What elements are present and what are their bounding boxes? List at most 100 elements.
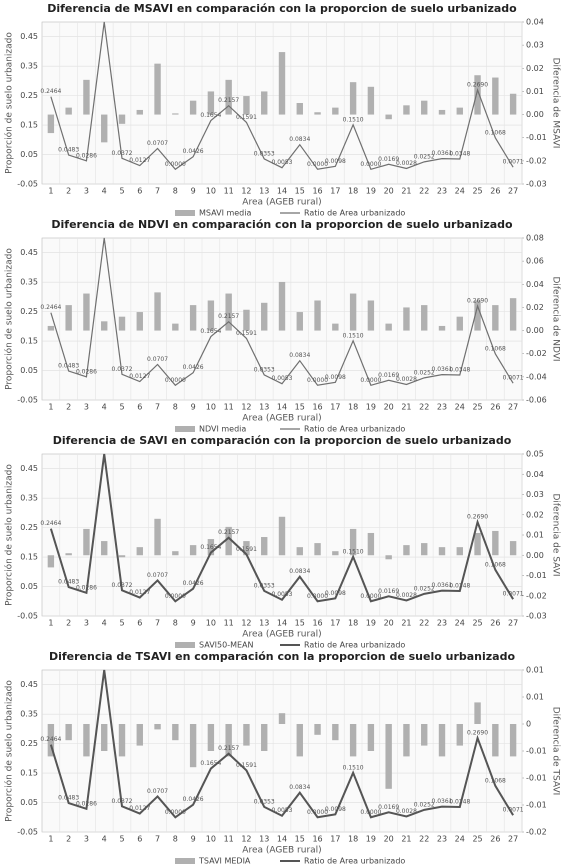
y2-axis-title: Diferencia de SAVI [551, 493, 561, 576]
x-tick-label: 24 [455, 403, 465, 412]
x-tick-label: 3 [84, 403, 89, 412]
x-tick-label: 18 [348, 619, 358, 628]
x-tick-label: 11 [224, 403, 234, 412]
legend-label: NDVI media [199, 425, 246, 434]
bar [332, 724, 339, 741]
y2-tick-label: -0.03 [526, 180, 547, 189]
bar [65, 107, 72, 115]
y-tick-label: 0.15 [20, 337, 38, 346]
bar [474, 702, 481, 724]
y-axis-title: Proporción de suelo urbanizado [4, 464, 15, 606]
x-tick-label: 12 [241, 835, 251, 844]
bar [83, 724, 90, 757]
bar [474, 75, 481, 115]
y2-tick-label: 0.00 [526, 110, 544, 119]
x-tick-label: 1 [48, 403, 53, 412]
value-label: 0.0000 [307, 593, 328, 600]
value-label: 0.1510 [343, 764, 364, 771]
y2-tick-label: 0.06 [526, 257, 544, 266]
value-label: 0.0353 [254, 582, 275, 589]
bar [207, 724, 215, 751]
y-tick-label: 0.45 [20, 248, 38, 257]
bar [456, 724, 463, 746]
y-tick-label: 0.35 [20, 494, 38, 503]
legend-label: Ratio de Area urbanizado [304, 209, 405, 218]
bar [296, 547, 303, 556]
value-label: 0.2690 [467, 730, 488, 737]
value-label: 0.0252 [414, 801, 435, 808]
x-tick-label: 21 [401, 619, 411, 628]
value-label: 0.1591 [236, 114, 257, 121]
bar [367, 86, 375, 115]
value-label: 0.0353 [254, 366, 275, 373]
bar [172, 323, 179, 331]
bar [101, 114, 108, 143]
legend-label: Ratio de Area urbanizado [304, 425, 405, 434]
x-tick-label: 3 [84, 187, 89, 196]
bar [225, 293, 232, 331]
y2-tick-label: -0.02 [526, 156, 547, 165]
bar [65, 724, 72, 741]
y2-tick-label: 0.03 [526, 41, 544, 50]
value-label: 0.0053 [272, 591, 293, 598]
x-tick-label: 14 [277, 835, 287, 844]
value-label: 0.0000 [307, 377, 328, 384]
bar [421, 724, 428, 746]
bar [65, 553, 72, 556]
x-tick-label: 2 [66, 403, 71, 412]
value-label: 0.0028 [396, 160, 417, 167]
value-label: 0.0127 [129, 805, 150, 812]
chart-title: Diferencia de NDVI en comparación con la… [51, 218, 513, 231]
value-label: 0.0348 [449, 799, 470, 806]
x-tick-label: 9 [191, 187, 196, 196]
y2-axis-title: Diferencia de TSAVI [551, 707, 561, 796]
x-tick-label: 18 [348, 187, 358, 196]
x-tick-label: 3 [84, 619, 89, 628]
bar [509, 298, 517, 331]
y2-tick-label: 0.01 [526, 87, 544, 96]
y2-tick-label: 0.02 [526, 510, 544, 519]
value-label: 0.0361 [432, 150, 453, 157]
y-tick-label: 0.45 [20, 464, 38, 473]
bar [207, 91, 215, 115]
x-tick-label: 7 [155, 403, 160, 412]
value-label: 0.0483 [58, 363, 79, 370]
x-tick-label: 21 [401, 187, 411, 196]
bar [314, 724, 321, 735]
legend-label: Ratio de Area urbanizado [304, 857, 405, 866]
bar [349, 293, 357, 331]
bar [456, 547, 463, 556]
value-label: 0.0127 [129, 589, 150, 596]
bar [296, 312, 303, 331]
legend-label: Ratio de Area urbanizado [304, 641, 405, 650]
x-tick-label: 9 [191, 835, 196, 844]
bar [243, 96, 250, 115]
bar [118, 114, 126, 124]
bar [225, 526, 232, 556]
bar [421, 305, 428, 331]
x-tick-label: 20 [384, 835, 394, 844]
value-label: 0.0127 [129, 157, 150, 164]
value-label: 0.0000 [165, 377, 186, 384]
value-label: 0.0483 [58, 795, 79, 802]
value-label: 0.0834 [289, 136, 310, 143]
value-label: 0.0286 [76, 584, 97, 591]
bar [118, 724, 126, 757]
bar [367, 724, 375, 751]
value-label: 0.0098 [325, 158, 346, 165]
bar [474, 532, 481, 556]
x-tick-label: 12 [241, 403, 251, 412]
bar [349, 528, 357, 556]
x-tick-label: 2 [66, 187, 71, 196]
bar [509, 724, 517, 757]
x-tick-label: 25 [472, 403, 482, 412]
bar [154, 518, 161, 556]
value-label: 0.0071 [503, 159, 524, 166]
chart-title: Diferencia de TSAVI en comparación con l… [49, 650, 516, 663]
bar [101, 321, 108, 331]
x-tick-label: 15 [295, 835, 305, 844]
x-axis-title: Area (AGEB rural) [242, 630, 321, 640]
value-label: 0.0169 [378, 588, 399, 595]
x-tick-label: 19 [366, 187, 376, 196]
bar [332, 323, 339, 331]
